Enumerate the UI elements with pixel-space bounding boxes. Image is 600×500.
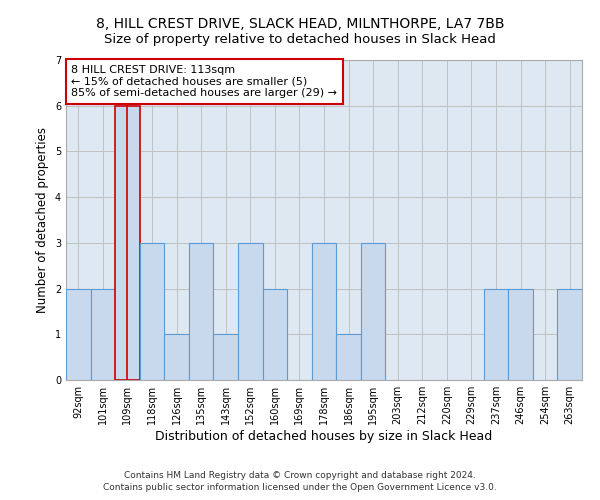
Bar — [214, 334, 238, 380]
Bar — [312, 243, 336, 380]
Bar — [336, 334, 361, 380]
Bar — [263, 288, 287, 380]
X-axis label: Distribution of detached houses by size in Slack Head: Distribution of detached houses by size … — [155, 430, 493, 443]
Bar — [164, 334, 189, 380]
Y-axis label: Number of detached properties: Number of detached properties — [37, 127, 49, 313]
Text: 8 HILL CREST DRIVE: 113sqm
← 15% of detached houses are smaller (5)
85% of semi-: 8 HILL CREST DRIVE: 113sqm ← 15% of deta… — [71, 65, 337, 98]
Text: 8, HILL CREST DRIVE, SLACK HEAD, MILNTHORPE, LA7 7BB: 8, HILL CREST DRIVE, SLACK HEAD, MILNTHO… — [96, 18, 504, 32]
Text: Contains HM Land Registry data © Crown copyright and database right 2024.
Contai: Contains HM Land Registry data © Crown c… — [103, 471, 497, 492]
Bar — [484, 288, 508, 380]
Bar — [115, 106, 140, 380]
Bar — [361, 243, 385, 380]
Bar — [189, 243, 214, 380]
Text: Size of property relative to detached houses in Slack Head: Size of property relative to detached ho… — [104, 32, 496, 46]
Bar — [238, 243, 263, 380]
Bar — [140, 243, 164, 380]
Bar — [66, 288, 91, 380]
Bar — [91, 288, 115, 380]
Bar — [508, 288, 533, 380]
Bar — [557, 288, 582, 380]
